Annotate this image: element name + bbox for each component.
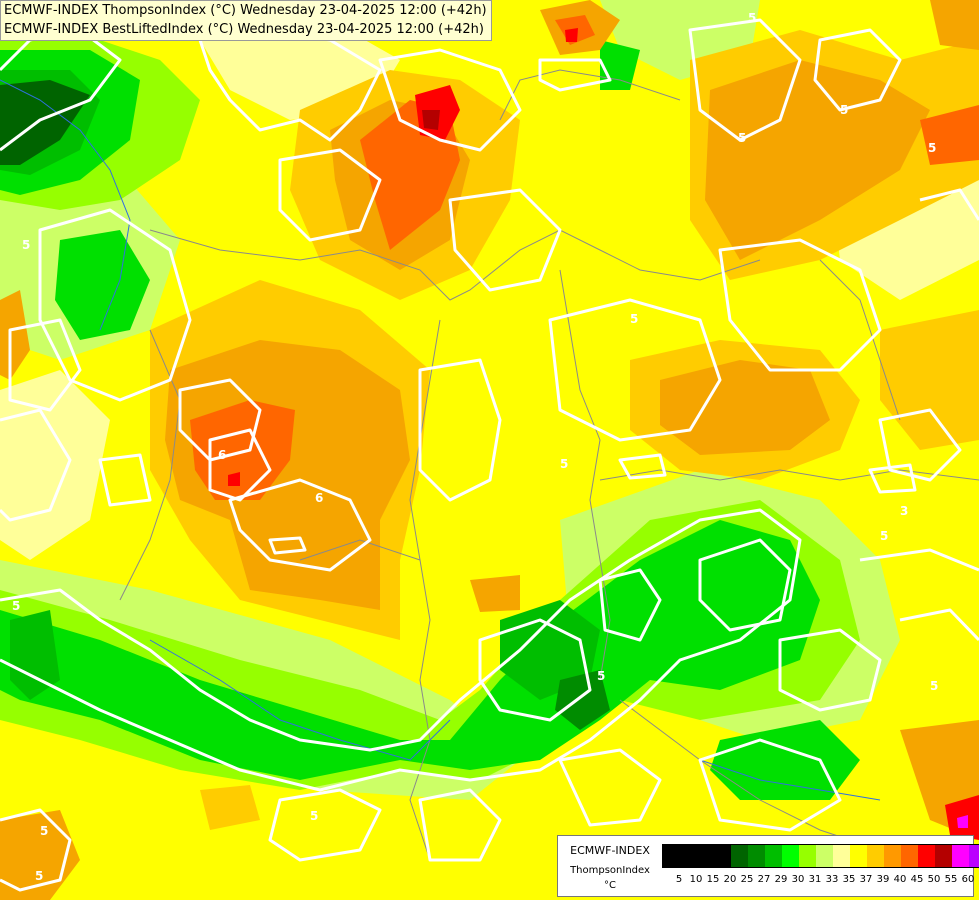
contour-label: 5 (930, 679, 938, 693)
contour-label: 5 (748, 11, 756, 25)
orange-area-south-center (470, 575, 520, 612)
legend-tick: 55 (944, 874, 958, 885)
title-line-thompson: ECMWF-INDEX ThompsonIndex (°C) Wednesday… (4, 3, 487, 18)
contour-label: 5 (35, 869, 43, 883)
orange-area-south (200, 785, 260, 830)
legend-tick: 10 (689, 874, 703, 885)
legend-tick: 30 (791, 874, 805, 885)
legend-swatch (969, 845, 979, 867)
legend-swatch (884, 845, 901, 867)
orange-central-west (165, 340, 410, 610)
legend-swatch (799, 845, 816, 867)
green-patch-southeast (710, 720, 860, 800)
legend-swatch (748, 845, 765, 867)
legend-tick: 37 (859, 874, 873, 885)
contour-label: 5 (22, 238, 30, 252)
red-spot-top-center (565, 28, 578, 42)
orange-area-east-inner (660, 360, 830, 455)
orange-top-right (930, 0, 979, 50)
map-title: ECMWF-INDEX ThompsonIndex (°C) Wednesday… (0, 0, 492, 41)
contour-label: 5 (40, 824, 48, 838)
contour-label: 5 (560, 457, 568, 471)
legend-parameter: ThompsonIndex (570, 865, 650, 876)
legend-tick: 15 (706, 874, 720, 885)
legend-swatch (714, 845, 731, 867)
dark-green-area-northwest (0, 80, 90, 165)
contour-labels: 5 5 5 5 5 6 6 5 5 5 5 5 5 5 3 5 5 (12, 11, 938, 883)
dark-green-patch (555, 670, 610, 730)
color-legend: ECMWF-INDEX ThompsonIndex °C 5 10 15 20 25 27… (557, 835, 979, 897)
legend-tick: 25 (740, 874, 754, 885)
legend-tick-labels: 5 10 15 20 25 27 29 30 31 33 35 37 39 40 45 50 55 60 (662, 874, 979, 888)
green-patch-west-mid (55, 230, 150, 340)
orange-red-central-west (190, 400, 295, 500)
legend-tick: 60 (961, 874, 975, 885)
legend-swatch (935, 845, 952, 867)
country-borders (119, 69, 979, 861)
contour-label: 5 (630, 312, 638, 326)
red-spot-central-west (228, 472, 240, 486)
contour-label: 5 (597, 669, 605, 683)
legend-color-scale (662, 844, 979, 868)
legend-model: ECMWF-INDEX (570, 844, 650, 857)
contour-label: 5 (12, 599, 20, 613)
legend-tick: 33 (825, 874, 839, 885)
orange-area-west (0, 290, 30, 380)
contour-label: 5 (880, 529, 888, 543)
contour-label: 6 (315, 491, 323, 505)
legend-tick: 27 (757, 874, 771, 885)
legend-tick: 35 (842, 874, 856, 885)
legend-tick: 40 (893, 874, 907, 885)
legend-swatch (680, 845, 697, 867)
legend-tick: 31 (808, 874, 822, 885)
legend-swatch (867, 845, 884, 867)
contour-label: 5 (840, 103, 848, 117)
legend-tick: 45 (910, 874, 924, 885)
bright-green-band (0, 520, 820, 780)
legend-tick: 29 (774, 874, 788, 885)
orange-area-northeast-inner (705, 60, 930, 260)
legend-swatch (765, 845, 782, 867)
contour-label: 5 (310, 809, 318, 823)
legend-swatch (918, 845, 935, 867)
legend-swatch (697, 845, 714, 867)
legend-tick: 5 (675, 874, 683, 885)
contour-label: 3 (900, 504, 908, 518)
rivers (0, 79, 881, 801)
contour-label: 5 (738, 131, 746, 145)
green-patch-west (10, 610, 60, 700)
legend-swatch (663, 845, 680, 867)
legend-swatch (901, 845, 918, 867)
legend-tick: 39 (876, 874, 890, 885)
orange-red-northeast (920, 105, 979, 165)
legend-swatch (782, 845, 799, 867)
contour-label: 6 (218, 448, 226, 462)
legend-tick: 20 (723, 874, 737, 885)
pale-yellow-area-west (0, 370, 110, 560)
contour-label: 5 (928, 141, 936, 155)
legend-swatch (833, 845, 850, 867)
dark-red-spot-north (422, 110, 440, 130)
title-line-lifted: ECMWF-INDEX BestLiftedIndex (°C) Wednesd… (4, 22, 484, 37)
legend-swatch (952, 845, 969, 867)
magenta-spot-se (957, 815, 968, 828)
legend-unit: °C (604, 880, 616, 891)
legend-tick: 50 (927, 874, 941, 885)
legend-swatch (850, 845, 867, 867)
legend-swatch (731, 845, 748, 867)
legend-swatch (816, 845, 833, 867)
